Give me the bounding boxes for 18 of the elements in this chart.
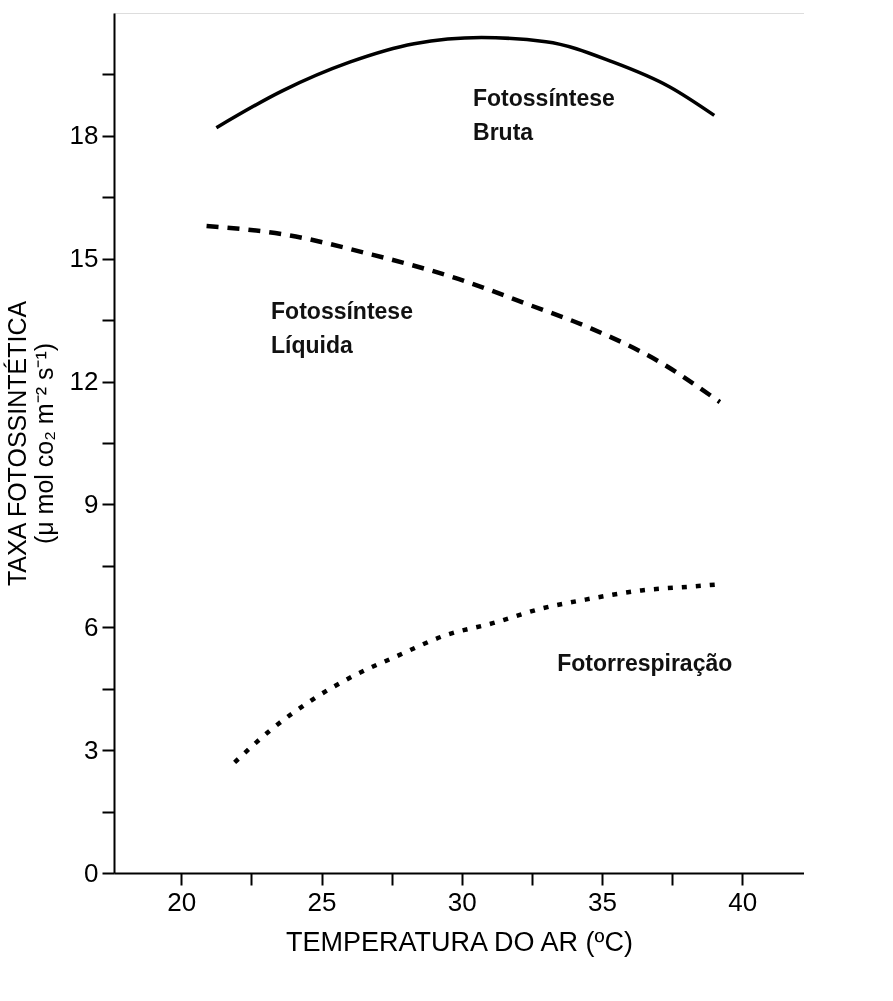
series-label: Fotossíntese Bruta (473, 85, 615, 145)
y-tick-label: 15 (69, 243, 99, 274)
x-tick-label: 30 (447, 886, 477, 917)
y-tick-label: 6 (84, 611, 99, 642)
x-tick-label: 40 (728, 886, 758, 917)
series-label: Fotorrespiração (557, 650, 733, 677)
y-tick-label: 3 (84, 734, 99, 765)
y-axis-title: TAXA FOTOSSINTÉTICA (μ mol co₂ m⁻² s⁻¹) (2, 300, 58, 587)
x-tick-label: 25 (307, 886, 337, 917)
series-label: Fotossíntese Líquida (271, 297, 413, 358)
y-tick-label: 12 (69, 366, 99, 397)
line-series (204, 223, 723, 405)
x-tick-label: 35 (588, 886, 618, 917)
y-tick-label: 0 (84, 857, 99, 888)
x-axis-title: TEMPERATURA DO AR (ºC) (286, 926, 633, 957)
x-tick-label: 20 (167, 886, 197, 917)
y-tick-label: 18 (69, 120, 99, 151)
y-tick-label: 9 (84, 488, 99, 519)
